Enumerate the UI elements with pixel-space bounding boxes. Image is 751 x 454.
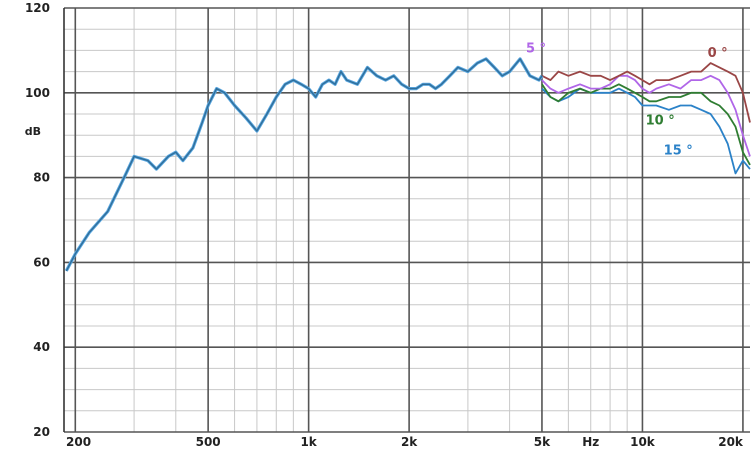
y-tick-label: 80 [33,171,50,185]
series-line-1 [541,74,751,157]
x-tick-label: 500 [196,435,221,449]
x-tick-label: 2k [401,435,418,449]
y-axis-label: dB [25,125,41,138]
x-tick-label: 200 [66,435,91,449]
series-line-3 [541,87,751,175]
y-tick-label: 40 [33,340,50,354]
x-tick-label: 5k [534,435,551,449]
y-tick-label: 120 [25,1,50,15]
x-tick-label: Hz [582,435,599,449]
y-tick-label: 20 [33,425,50,439]
series-label-0: 5 ° [526,42,546,57]
common-curve-inner [65,58,543,272]
common-curve-outer [64,57,544,272]
series-line-2 [541,83,751,166]
x-tick-label: 10k [630,435,656,449]
series-line-0 [541,62,751,123]
y-tick-label: 60 [33,255,50,269]
series-label-2: 10 ° [646,114,675,129]
y-tick-label: 100 [25,86,50,100]
x-tick-label: 1k [300,435,317,449]
x-tick-label: 20k [718,435,744,449]
series-label-1: 0 ° [708,46,728,61]
series-label-3: 15 ° [664,143,693,158]
